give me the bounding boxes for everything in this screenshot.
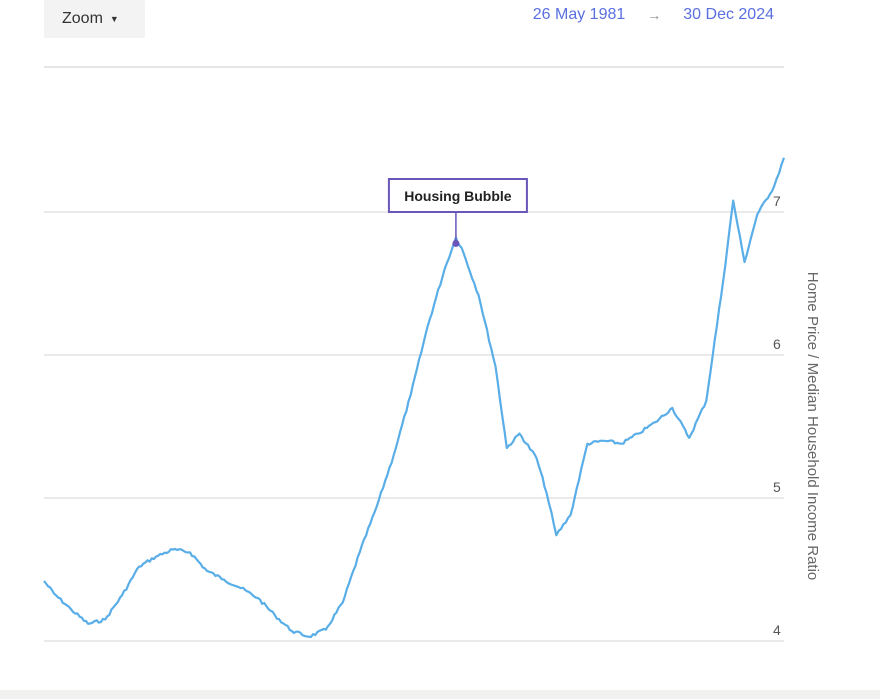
date-range-start[interactable]: 26 May 1981 (532, 6, 626, 23)
y-axis-label: Home Price / Median Household Income Rat… (804, 272, 821, 580)
y-tick-label-7: 7 (773, 193, 781, 209)
arrow-right-icon: → (647, 7, 662, 23)
series-line (43, 157, 786, 639)
y-tick-label-4: 4 (773, 622, 781, 638)
zoom-dropdown-button[interactable]: Zoom ▼ (44, 0, 145, 38)
y-tick-label-5: 5 (773, 479, 781, 495)
date-range: 26 May 1981 → 30 Dec 2024 (533, 6, 774, 24)
annotation-marker (452, 239, 460, 247)
chart-top-divider (44, 66, 784, 68)
annotation-label: Housing Bubble (404, 188, 512, 204)
page-bottom-strip (0, 690, 880, 699)
y-tick-label-6: 6 (773, 336, 781, 352)
annotation-box (387, 178, 528, 213)
zoom-label: Zoom (62, 10, 103, 27)
date-range-end[interactable]: 30 Dec 2024 (683, 6, 774, 23)
chevron-down-icon: ▼ (109, 14, 119, 24)
